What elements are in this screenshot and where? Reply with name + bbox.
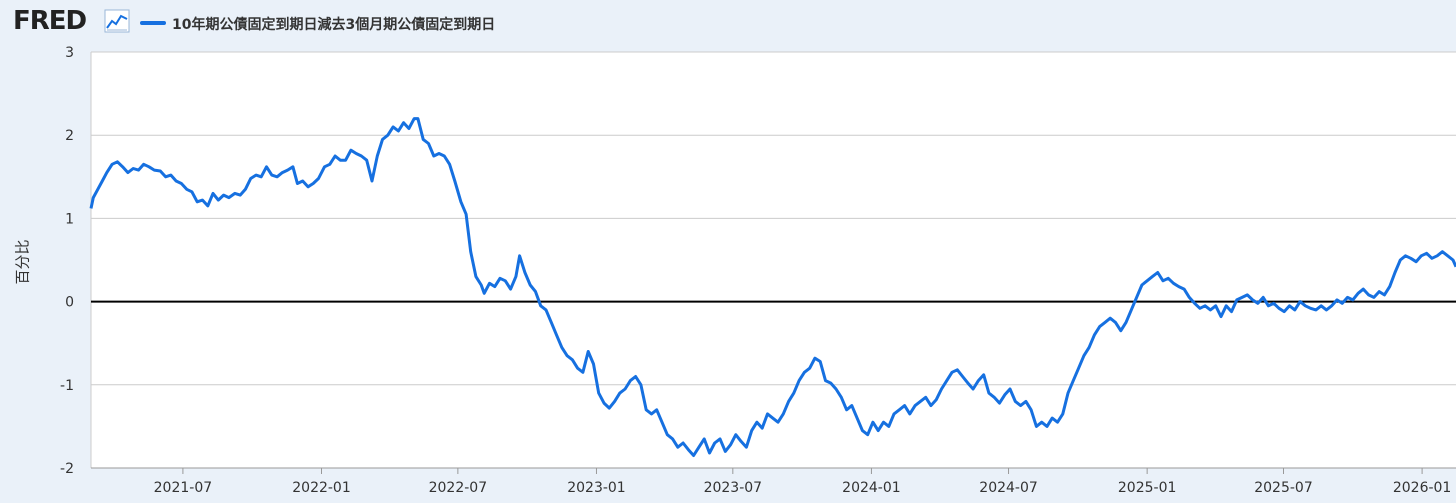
chart-line-icon[interactable] bbox=[104, 9, 130, 33]
x-tick-label: 2025-01 bbox=[1118, 480, 1177, 496]
chart-header: FRED 10年期公債固定到期日減去3個月期公債固定到期日 bbox=[0, 0, 1456, 44]
y-tick-label: 0 bbox=[65, 295, 74, 311]
x-axis: 2021-07 2022-01 2022-07 2023-01 2023-07 2024-… bbox=[154, 468, 1452, 496]
x-tick-label: 2026-01 bbox=[1393, 480, 1452, 496]
x-tick-label: 2024-01 bbox=[842, 480, 901, 496]
y-tick-label: -1 bbox=[60, 378, 74, 394]
x-tick-label: 2022-07 bbox=[429, 480, 488, 496]
y-tick-label: 1 bbox=[65, 211, 74, 227]
series-line[interactable] bbox=[89, 117, 1456, 457]
x-tick-label: 2022-01 bbox=[292, 480, 351, 496]
x-tick-label: 2023-07 bbox=[704, 480, 763, 496]
y-tick-label: 3 bbox=[65, 45, 74, 61]
y-tick-label: -2 bbox=[60, 461, 74, 477]
grid-lines bbox=[90, 51, 1456, 469]
x-tick-label: 2025-07 bbox=[1254, 480, 1313, 496]
x-tick-label: 2023-01 bbox=[567, 480, 626, 496]
legend-label[interactable]: 10年期公債固定到期日減去3個月期公債固定到期日 bbox=[172, 17, 496, 33]
y-tick-label: 2 bbox=[65, 128, 74, 144]
plot-area bbox=[91, 52, 1456, 468]
x-tick-label: 2024-07 bbox=[979, 480, 1038, 496]
y-axis: 3 2 1 0 -1 -2 bbox=[60, 45, 74, 477]
series-group bbox=[89, 117, 1456, 457]
x-tick-label: 2021-07 bbox=[154, 480, 213, 496]
legend-swatch bbox=[140, 21, 166, 25]
fred-logo[interactable]: FRED bbox=[13, 6, 87, 36]
